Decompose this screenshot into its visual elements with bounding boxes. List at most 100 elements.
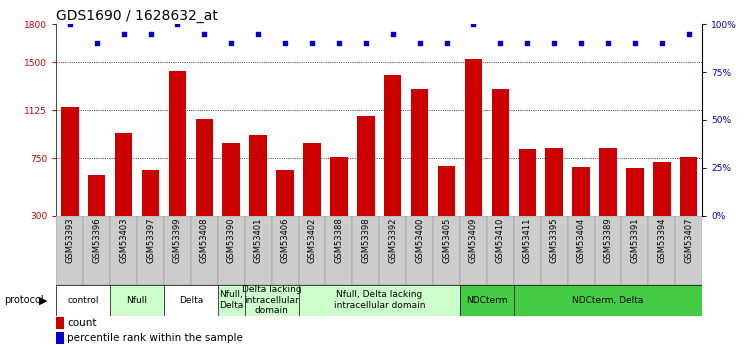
Text: NDCterm, Delta: NDCterm, Delta (572, 296, 644, 305)
Text: GSM53399: GSM53399 (173, 218, 182, 263)
Bar (572, 167, 590, 216)
Text: GSM53389: GSM53389 (604, 218, 613, 263)
Text: Nfull: Nfull (127, 296, 147, 305)
Bar (164, 285, 218, 316)
Bar (492, 89, 509, 216)
Bar (299, 216, 325, 285)
Point (225, 41, 237, 46)
Bar (245, 285, 299, 316)
Text: GSM53400: GSM53400 (415, 218, 424, 263)
Bar (460, 216, 487, 285)
Bar (56, 216, 83, 285)
Point (494, 41, 506, 46)
Point (467, 21, 479, 27)
Bar (303, 143, 321, 216)
Bar (599, 148, 617, 216)
Text: GDS1690 / 1628632_at: GDS1690 / 1628632_at (56, 9, 219, 23)
Bar (222, 143, 240, 216)
Text: GSM53410: GSM53410 (496, 218, 505, 263)
Bar (545, 148, 563, 216)
Bar (142, 170, 159, 216)
Point (683, 31, 695, 37)
Point (333, 41, 345, 46)
Bar (249, 135, 267, 216)
Bar (88, 175, 105, 216)
Bar (115, 132, 132, 216)
Text: GSM53398: GSM53398 (361, 218, 370, 263)
Bar (169, 71, 186, 216)
Text: GSM53405: GSM53405 (442, 218, 451, 263)
Bar (653, 162, 671, 216)
Bar (568, 216, 595, 285)
Bar (384, 75, 402, 216)
Text: GSM53392: GSM53392 (388, 218, 397, 263)
Bar (245, 216, 272, 285)
Text: GSM53409: GSM53409 (469, 218, 478, 263)
Point (360, 41, 372, 46)
Point (575, 41, 587, 46)
Bar (675, 216, 702, 285)
Text: GSM53396: GSM53396 (92, 218, 101, 263)
Bar (325, 216, 352, 285)
Bar (272, 216, 299, 285)
Bar (218, 285, 245, 316)
Text: GSM53394: GSM53394 (657, 218, 666, 263)
Bar (357, 116, 375, 216)
Bar (406, 216, 433, 285)
Bar (622, 216, 648, 285)
Text: Nfull, Delta lacking
intracellular domain: Nfull, Delta lacking intracellular domai… (333, 290, 425, 310)
Text: Delta: Delta (179, 296, 203, 305)
Bar (330, 157, 348, 216)
Text: count: count (68, 318, 97, 328)
Bar (110, 285, 164, 316)
Bar (433, 216, 460, 285)
Bar (438, 166, 455, 216)
Text: protocol: protocol (4, 295, 44, 305)
Text: GSM53397: GSM53397 (146, 218, 155, 263)
Text: GSM53403: GSM53403 (119, 218, 128, 263)
Text: GSM53393: GSM53393 (65, 218, 74, 263)
Bar (164, 216, 191, 285)
Text: GSM53388: GSM53388 (334, 218, 343, 264)
Bar (465, 59, 482, 216)
Bar (595, 216, 622, 285)
Point (387, 31, 399, 37)
Bar (56, 332, 64, 344)
Bar (218, 216, 245, 285)
Text: GSM53402: GSM53402 (307, 218, 316, 263)
Bar (648, 216, 675, 285)
Bar (299, 285, 460, 316)
Bar (518, 149, 536, 216)
Point (602, 41, 614, 46)
Text: GSM53408: GSM53408 (200, 218, 209, 263)
Bar (110, 216, 137, 285)
Point (198, 31, 210, 37)
Text: percentile rank within the sample: percentile rank within the sample (68, 333, 243, 343)
Bar (411, 89, 428, 216)
Point (656, 41, 668, 46)
Point (629, 41, 641, 46)
Point (521, 41, 533, 46)
Bar (626, 168, 644, 216)
Text: NDCterm: NDCterm (466, 296, 508, 305)
Point (414, 41, 426, 46)
Text: GSM53390: GSM53390 (227, 218, 236, 263)
Bar (680, 157, 698, 216)
Point (548, 41, 560, 46)
Bar (487, 216, 514, 285)
Text: Delta lacking
intracellular
domain: Delta lacking intracellular domain (242, 285, 301, 315)
Bar (541, 216, 568, 285)
Bar (514, 216, 541, 285)
Point (118, 31, 130, 37)
Bar (352, 216, 379, 285)
Text: GSM53395: GSM53395 (550, 218, 559, 263)
Bar (379, 216, 406, 285)
Bar (83, 216, 110, 285)
Point (64, 21, 76, 27)
Bar (195, 119, 213, 216)
Point (441, 41, 453, 46)
Bar (514, 285, 702, 316)
Bar (276, 170, 294, 216)
Point (144, 31, 156, 37)
Bar (191, 216, 218, 285)
